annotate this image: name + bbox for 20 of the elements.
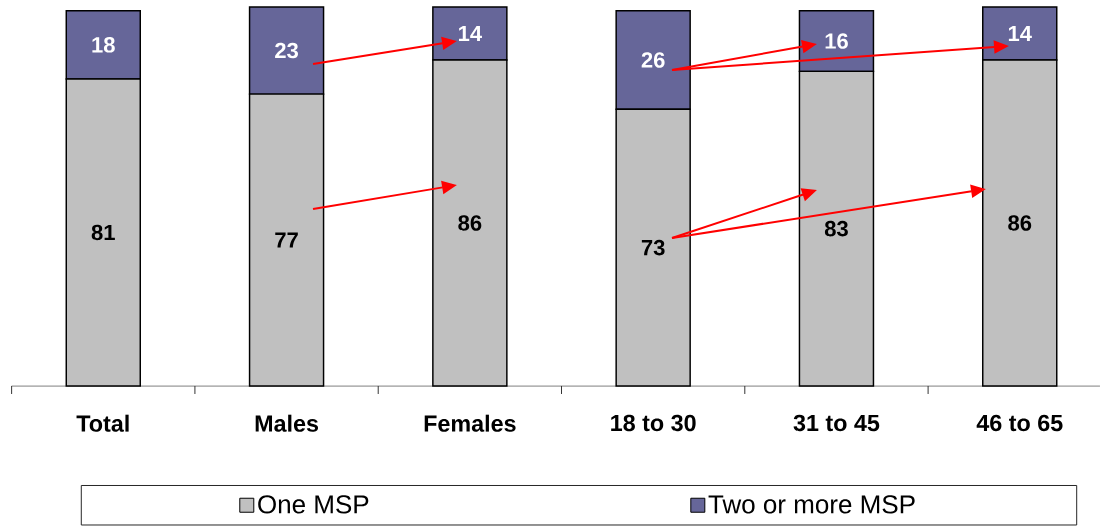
x-tick-label: Males <box>255 414 319 432</box>
x-tick-label: 46 to 65 <box>976 414 1063 432</box>
data-label: 86 <box>458 215 482 231</box>
data-label: 14 <box>459 25 482 42</box>
data-label: 26 <box>641 52 665 68</box>
x-tick-label: Total <box>76 414 129 432</box>
data-label: 23 <box>275 42 298 59</box>
x-tick-label: Females <box>424 414 516 432</box>
data-label: 73 <box>641 239 665 256</box>
data-label: 81 <box>91 224 115 241</box>
data-label: 77 <box>275 232 298 248</box>
data-label: 83 <box>824 220 848 237</box>
legend-label: Two or more MSP <box>708 495 915 514</box>
data-label: 16 <box>825 33 848 49</box>
data-label: 14 <box>1008 25 1032 42</box>
legend-label: One MSP <box>258 495 369 514</box>
data-label: 86 <box>1008 215 1032 231</box>
x-tick-label: 18 to 30 <box>611 414 696 432</box>
data-label: 18 <box>92 37 115 53</box>
x-tick-label: 31 to 45 <box>793 414 880 432</box>
